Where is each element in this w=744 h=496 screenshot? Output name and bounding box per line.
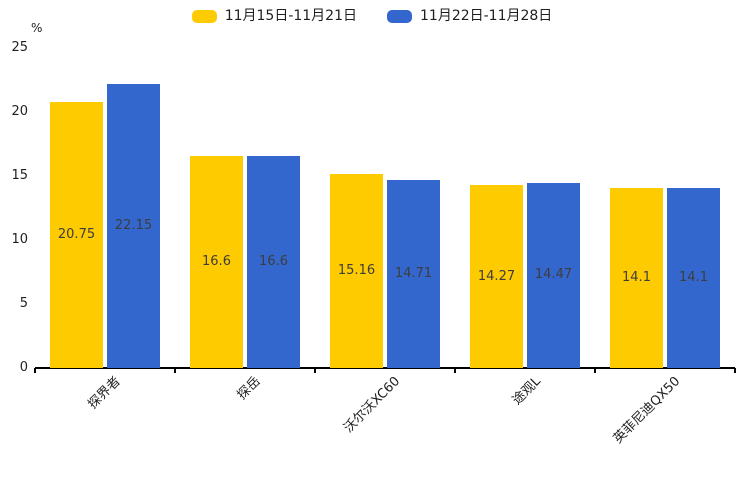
bar-week1 <box>190 155 243 368</box>
bar-value-label: 14.1 <box>622 269 651 285</box>
y-axis-unit-label: % <box>31 21 43 35</box>
bar-week1 <box>470 185 523 368</box>
x-category-label: 探界者 <box>85 374 124 413</box>
x-category-label: 沃尔沃XC60 <box>341 374 404 436</box>
x-axis-tick <box>734 368 736 373</box>
bar-value-label: 16.6 <box>202 253 231 269</box>
bar-value-label: 14.71 <box>394 265 433 281</box>
y-tick-label: 5 <box>19 296 28 311</box>
bar-value-label: 14.1 <box>679 269 708 285</box>
bar-week2 <box>527 182 580 368</box>
x-category-label: 探岳 <box>234 374 264 404</box>
y-tick-label: 25 <box>11 40 28 55</box>
x-axis-tick <box>454 368 456 373</box>
legend-label-week2: 11月22日-11月28日 <box>420 8 553 24</box>
bar-value-label: 22.15 <box>114 218 153 234</box>
x-axis-tick <box>314 368 316 373</box>
x-category-label: 英菲尼迪QX50 <box>610 374 684 447</box>
x-axis-tick <box>594 368 596 373</box>
legend-item-week2[interactable]: 11月22日-11月28日 <box>387 8 552 25</box>
legend-swatch-week1-icon <box>191 10 217 23</box>
legend-item-week1[interactable]: 11月15日-11月21日 <box>191 8 357 25</box>
bar-value-label: 16.6 <box>259 253 288 269</box>
legend-label-week1: 11月15日-11月21日 <box>224 8 357 24</box>
bar-week2 <box>107 84 160 368</box>
y-tick-label: 10 <box>11 232 28 247</box>
bar-value-label: 14.27 <box>477 268 516 284</box>
x-axis-tick <box>34 368 36 373</box>
legend: 11月15日-11月21日 11月22日-11月28日 <box>0 8 744 25</box>
bar-value-label: 14.47 <box>534 267 573 283</box>
y-tick-label: 20 <box>11 104 28 119</box>
bar-value-label: 20.75 <box>57 227 96 243</box>
bar-week1 <box>330 173 383 368</box>
x-category-label: 途观L <box>509 374 544 409</box>
y-tick-label: 15 <box>11 168 28 183</box>
bar-value-label: 15.16 <box>337 262 376 278</box>
bar-week2 <box>247 155 300 368</box>
y-tick-label: 0 <box>19 360 28 375</box>
bar-week2 <box>667 187 720 368</box>
x-axis-line <box>35 367 735 369</box>
legend-swatch-week2-icon <box>387 10 412 23</box>
bar-week1 <box>50 102 103 368</box>
bar-week1 <box>610 187 663 368</box>
bar-week2 <box>387 179 440 368</box>
x-axis-tick <box>174 368 176 373</box>
